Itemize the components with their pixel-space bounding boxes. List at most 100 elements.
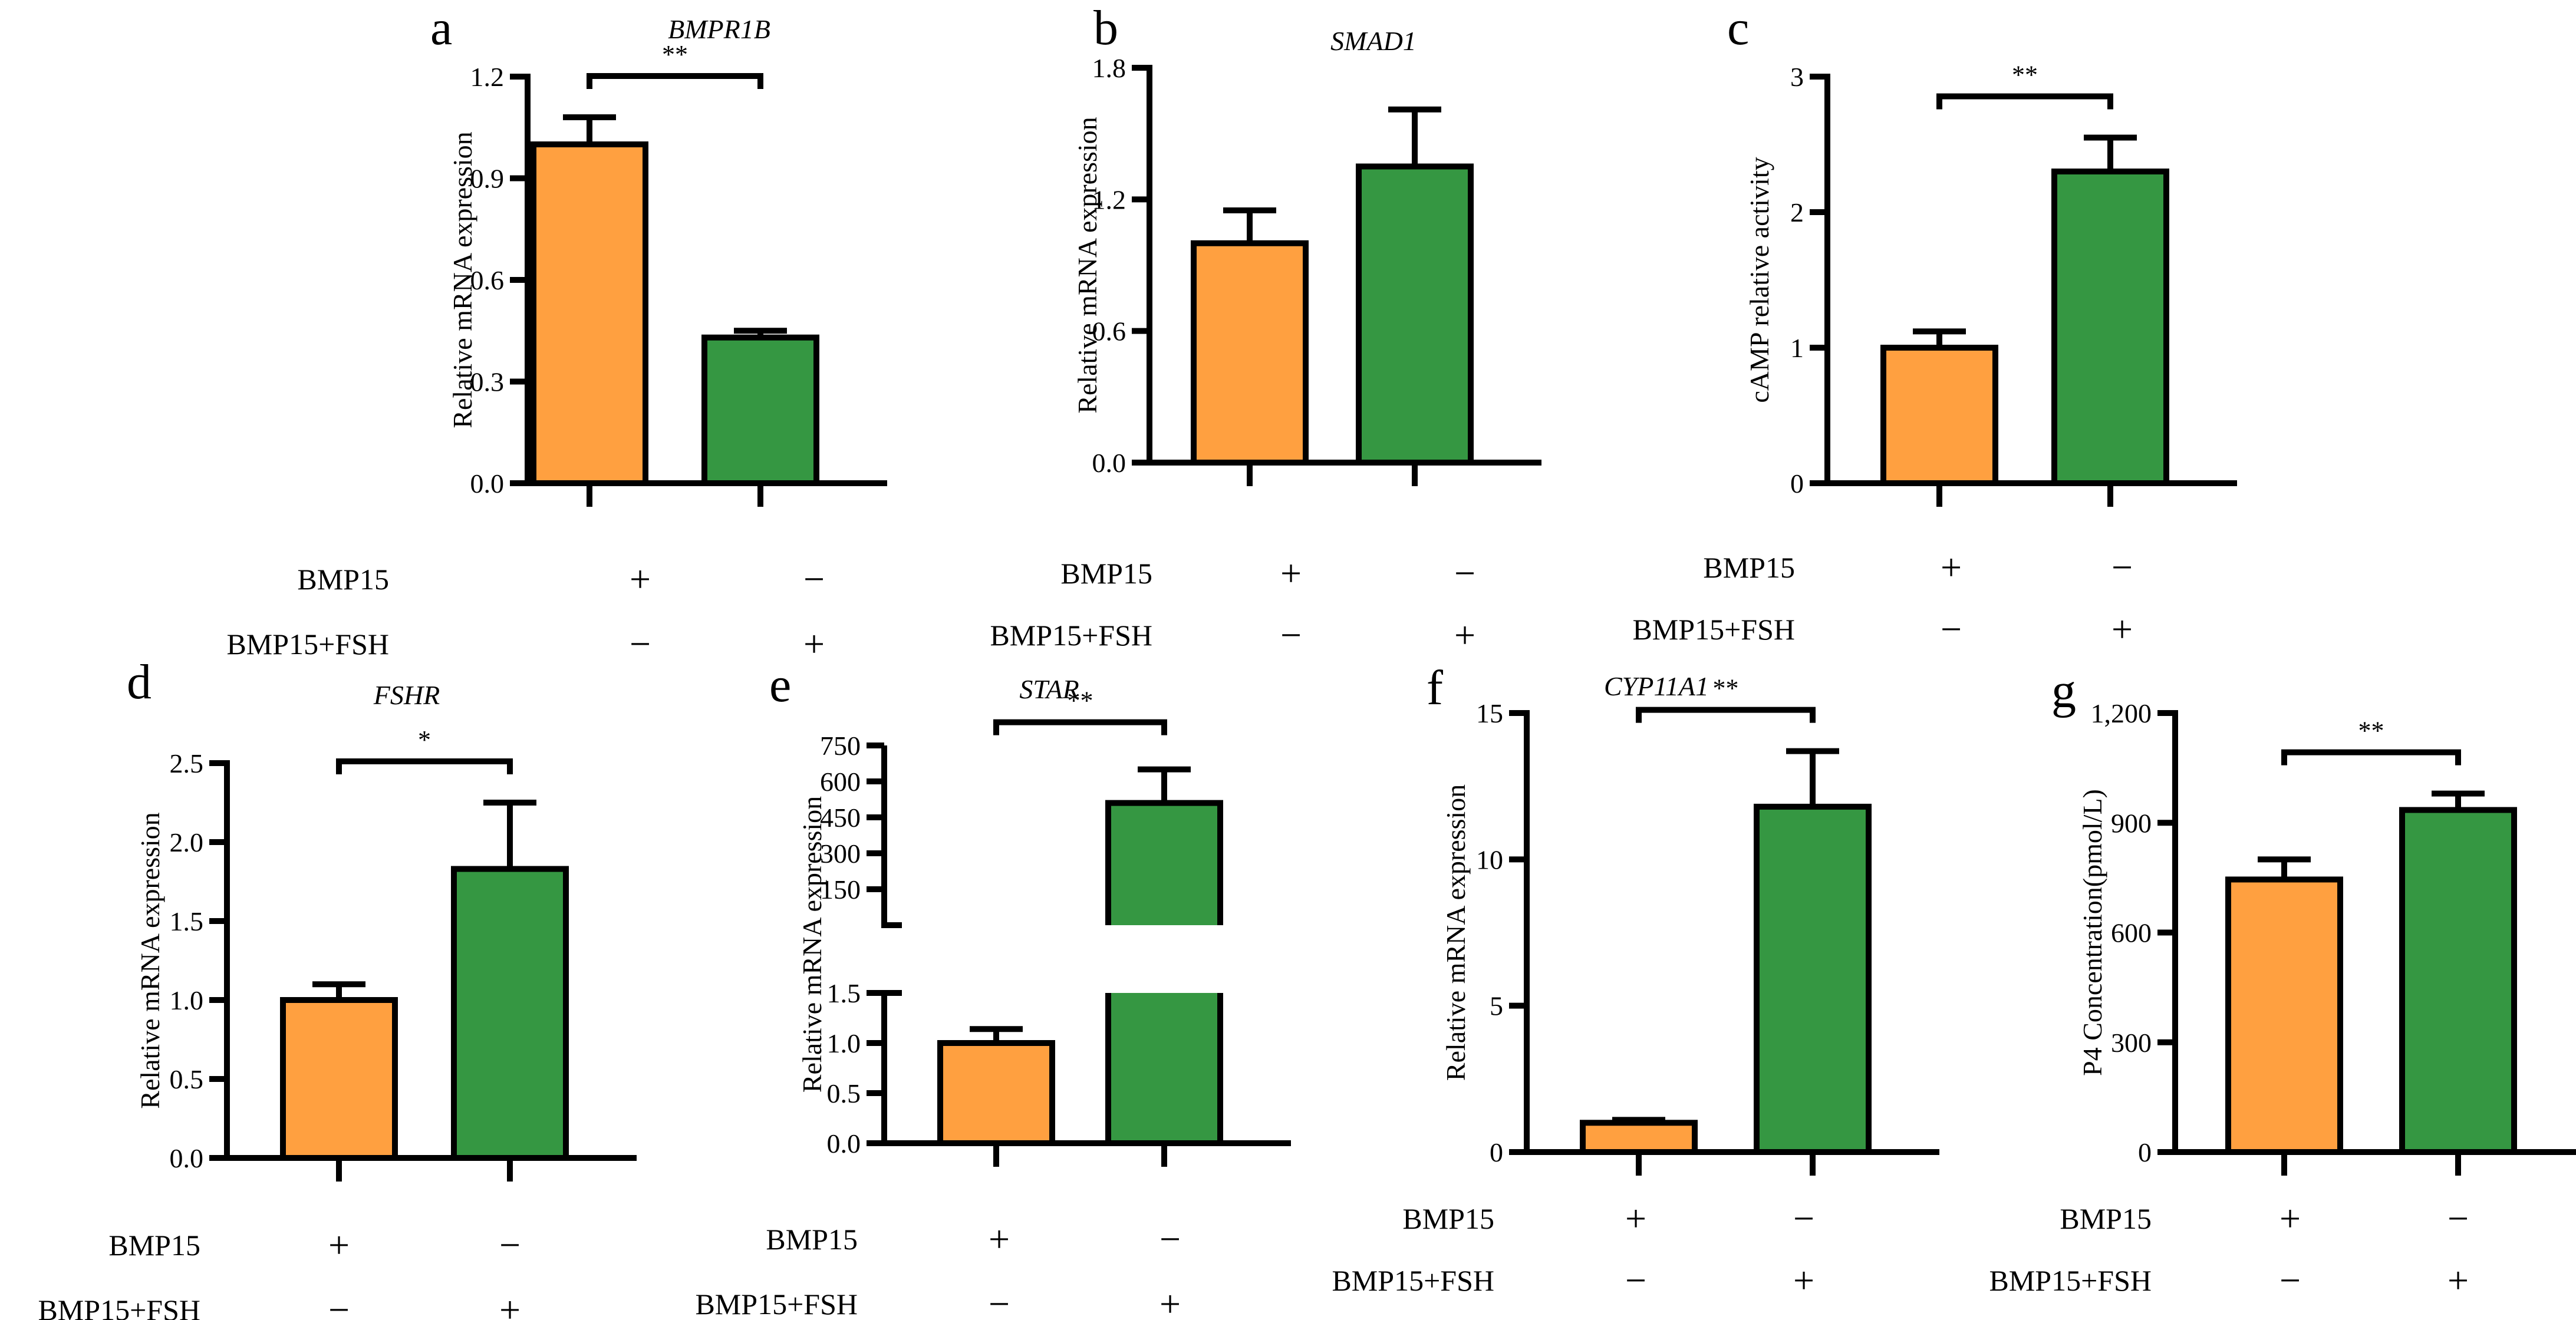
y-axis-label: P4 Concentration(pmol/L) xyxy=(2077,789,2107,1076)
bar xyxy=(2051,169,2169,486)
panel-d: d FSHR 0.0 0.5 1.0 1.5 2.0 2.5 Relative mRNA exp… xyxy=(38,655,637,1320)
panel-letter: a xyxy=(430,1,452,55)
panel-e: e STAR 0.0 0.5 1.0 1.5 150 300 450 600 750 Relative… xyxy=(695,658,1291,1320)
significance-label: ** xyxy=(1068,687,1093,715)
condition-label-bmp15-fsh: BMP15+FSH xyxy=(1632,613,1795,646)
y-tick-label: 1.8 xyxy=(1092,53,1126,83)
significance-label: * xyxy=(418,725,431,754)
condition-sign: − xyxy=(1159,1218,1181,1260)
y-tick-label: 2.0 xyxy=(170,827,204,857)
bar-upper xyxy=(1108,803,1220,925)
y-tick-label: 0.5 xyxy=(827,1078,861,1108)
condition-label-bmp15-fsh: BMP15+FSH xyxy=(1332,1264,1494,1297)
y-tick-label: 300 xyxy=(2111,1028,2152,1058)
bar xyxy=(1754,803,1872,1155)
panel-b: b SMAD1 0.0 0.6 1.2 1.8 Relative mRNA expressi… xyxy=(990,1,1541,656)
condition-sign: − xyxy=(499,1224,521,1266)
panel-letter: d xyxy=(127,655,151,710)
y-tick-label: 0.3 xyxy=(470,367,505,397)
panel-title: SMAD1 xyxy=(1330,26,1417,56)
condition-sign: − xyxy=(1280,614,1302,656)
panel-f: f CYP11A1 0 5 10 15 Relative mRNA expression **… xyxy=(1332,661,1939,1301)
condition-sign: + xyxy=(2279,1197,2301,1239)
y-tick-label: 1.2 xyxy=(1092,184,1126,214)
panel-c: c 0 1 2 3 cAMP relative activity ** BMP15 BMP15+… xyxy=(1632,1,2237,650)
condition-label-bmp15-fsh: BMP15+FSH xyxy=(226,628,389,661)
significance-label: ** xyxy=(662,40,688,69)
condition-sign: + xyxy=(2447,1259,2469,1301)
significance-bracket xyxy=(1936,93,2113,110)
y-tick-label: 2.5 xyxy=(170,748,204,778)
condition-sign: + xyxy=(328,1224,350,1266)
panel-letter: b xyxy=(1093,1,1118,55)
condition-sign: + xyxy=(803,623,825,665)
condition-sign: − xyxy=(1625,1259,1646,1301)
y-axis-label: Relative mRNA expression xyxy=(1072,117,1102,413)
condition-sign: − xyxy=(803,558,825,600)
bar-lower xyxy=(1108,993,1220,1143)
condition-sign: + xyxy=(499,1289,521,1320)
y-tick-label: 0.0 xyxy=(470,468,505,499)
significance-label: ** xyxy=(1713,674,1739,703)
y-axis-label: Relative mRNA expression xyxy=(1441,784,1471,1081)
bar xyxy=(937,1040,1055,1146)
condition-label-bmp15: BMP15 xyxy=(2060,1202,2152,1235)
condition-sign: − xyxy=(2111,546,2133,588)
y-axis-label: cAMP relative activity xyxy=(1744,157,1774,402)
condition-sign: + xyxy=(2111,608,2133,650)
panel-letter: c xyxy=(1727,1,1749,55)
panel-title: CYP11A1 xyxy=(1604,671,1709,701)
condition-label-bmp15: BMP15 xyxy=(1402,1202,1494,1235)
y-tick-label: 0.9 xyxy=(470,164,505,194)
condition-label-bmp15: BMP15 xyxy=(1060,557,1152,590)
condition-sign: + xyxy=(1280,552,1302,594)
y-tick-label: 0 xyxy=(2138,1137,2152,1167)
condition-sign: + xyxy=(1941,546,1962,588)
condition-sign: − xyxy=(328,1289,350,1320)
y-tick-label: 300 xyxy=(820,839,861,869)
bar xyxy=(1580,1120,1698,1156)
condition-label-bmp15-fsh: BMP15+FSH xyxy=(1989,1264,2152,1297)
bar xyxy=(1191,240,1309,466)
panel-letter: g xyxy=(2051,664,2076,718)
panel-a: a BMPR1B 0.0 0.3 0.6 0.9 1.2 Relative mRNA expr… xyxy=(226,1,887,665)
significance-label: ** xyxy=(2358,717,2384,745)
condition-sign: + xyxy=(630,558,651,600)
significance-bracket xyxy=(1636,707,1816,723)
condition-sign: + xyxy=(1159,1283,1181,1320)
panel-title: BMPR1B xyxy=(668,14,770,44)
y-tick-label: 1.2 xyxy=(470,62,505,92)
y-tick-label: 3 xyxy=(1790,62,1804,92)
y-tick-label: 0.0 xyxy=(170,1143,204,1173)
y-tick-label: 0.0 xyxy=(827,1128,861,1159)
y-tick-label: 150 xyxy=(820,874,861,905)
bar xyxy=(280,997,398,1161)
panel-letter: e xyxy=(769,658,791,712)
significance-bracket xyxy=(336,758,513,774)
y-tick-label: 450 xyxy=(820,803,861,833)
bar xyxy=(701,334,819,486)
condition-label-bmp15-fsh: BMP15+FSH xyxy=(38,1293,200,1320)
y-tick-label: 900 xyxy=(2111,808,2152,838)
condition-label-bmp15-fsh: BMP15+FSH xyxy=(695,1288,858,1320)
y-tick-label: 600 xyxy=(820,767,861,797)
condition-sign: + xyxy=(1625,1197,1646,1239)
condition-sign: − xyxy=(1941,608,1962,650)
y-tick-label: 0 xyxy=(1790,468,1804,499)
bar xyxy=(2399,807,2517,1156)
y-tick-label: 5 xyxy=(1490,991,1503,1021)
y-tick-label: 10 xyxy=(1476,844,1503,874)
significance-bracket xyxy=(587,73,763,89)
significance-label: ** xyxy=(2012,61,2038,90)
condition-sign: − xyxy=(989,1283,1010,1320)
y-tick-label: 1.0 xyxy=(827,1028,861,1058)
y-tick-label: 15 xyxy=(1476,698,1503,728)
bar xyxy=(1880,345,1998,486)
y-tick-label: 1.5 xyxy=(827,978,861,1008)
condition-sign: − xyxy=(630,623,651,665)
y-tick-label: 600 xyxy=(2111,918,2152,948)
y-tick-label: 0.5 xyxy=(170,1064,204,1094)
y-tick-label: 2 xyxy=(1790,197,1804,227)
condition-label-bmp15: BMP15 xyxy=(297,563,389,596)
